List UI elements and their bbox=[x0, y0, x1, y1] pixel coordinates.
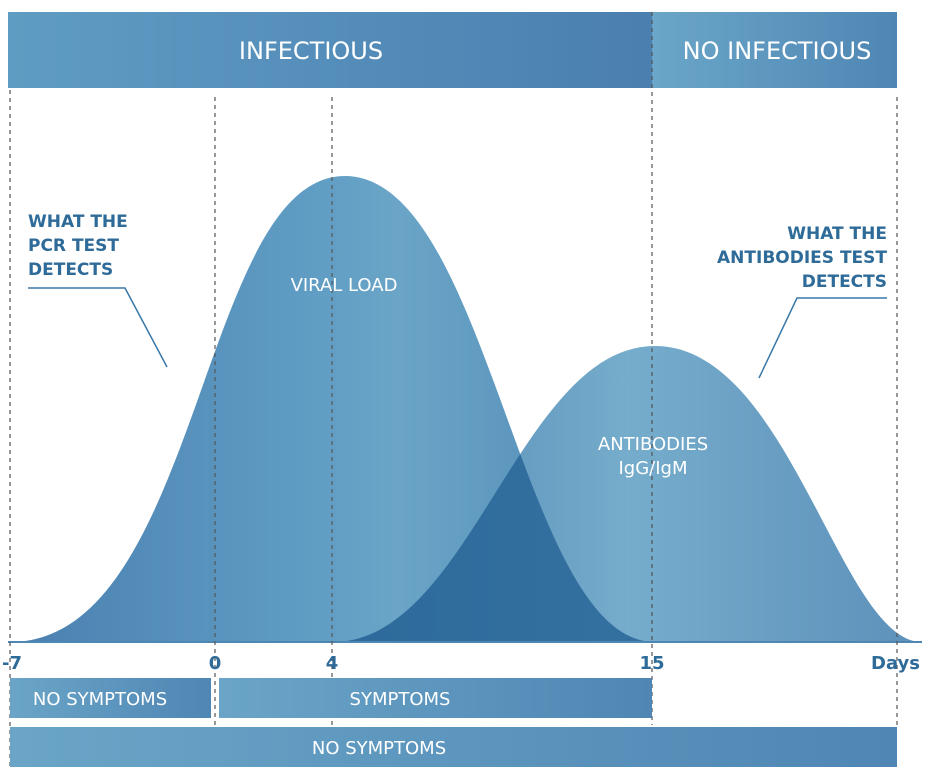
pcr-callout-line3: DETECTS bbox=[28, 260, 113, 280]
tick-0: 0 bbox=[209, 653, 222, 674]
antibodies-callout-leader bbox=[758, 297, 887, 379]
antibodies-callout-line2: ANTIBODIES TEST bbox=[717, 248, 887, 268]
tick-15: 15 bbox=[639, 653, 664, 674]
pcr-callout-leader bbox=[28, 287, 168, 368]
presymptomatic-bar bbox=[10, 678, 211, 718]
tick-minus7: -7 bbox=[2, 653, 22, 674]
tick-4: 4 bbox=[326, 653, 339, 674]
symptoms-bar bbox=[219, 678, 652, 718]
no-infectious-label: NO INFECTIOUS bbox=[683, 37, 872, 65]
antibodies-callout-line1: WHAT THE bbox=[787, 224, 887, 244]
axis-unit-label: Days bbox=[871, 653, 920, 674]
infectious-band bbox=[8, 12, 652, 88]
asymptomatic-label: NO SYMPTOMS bbox=[312, 738, 446, 759]
infectious-label: INFECTIOUS bbox=[239, 37, 383, 65]
antibodies-callout-line3: DETECTS bbox=[802, 272, 887, 292]
antibodies-label: ANTIBODIES bbox=[598, 434, 708, 455]
pcr-callout-line2: PCR TEST bbox=[28, 236, 119, 256]
overlap-region bbox=[333, 346, 655, 642]
no-infectious-band bbox=[652, 12, 897, 88]
asymptomatic-bar bbox=[10, 727, 897, 767]
antibodies-type-label: IgG/IgM bbox=[618, 458, 687, 479]
presymptomatic-label: NO SYMPTOMS bbox=[33, 689, 167, 710]
viral-load-label: VIRAL LOAD bbox=[291, 275, 398, 296]
pcr-callout-line1: WHAT THE bbox=[28, 212, 128, 232]
symptoms-label: SYMPTOMS bbox=[350, 689, 451, 710]
